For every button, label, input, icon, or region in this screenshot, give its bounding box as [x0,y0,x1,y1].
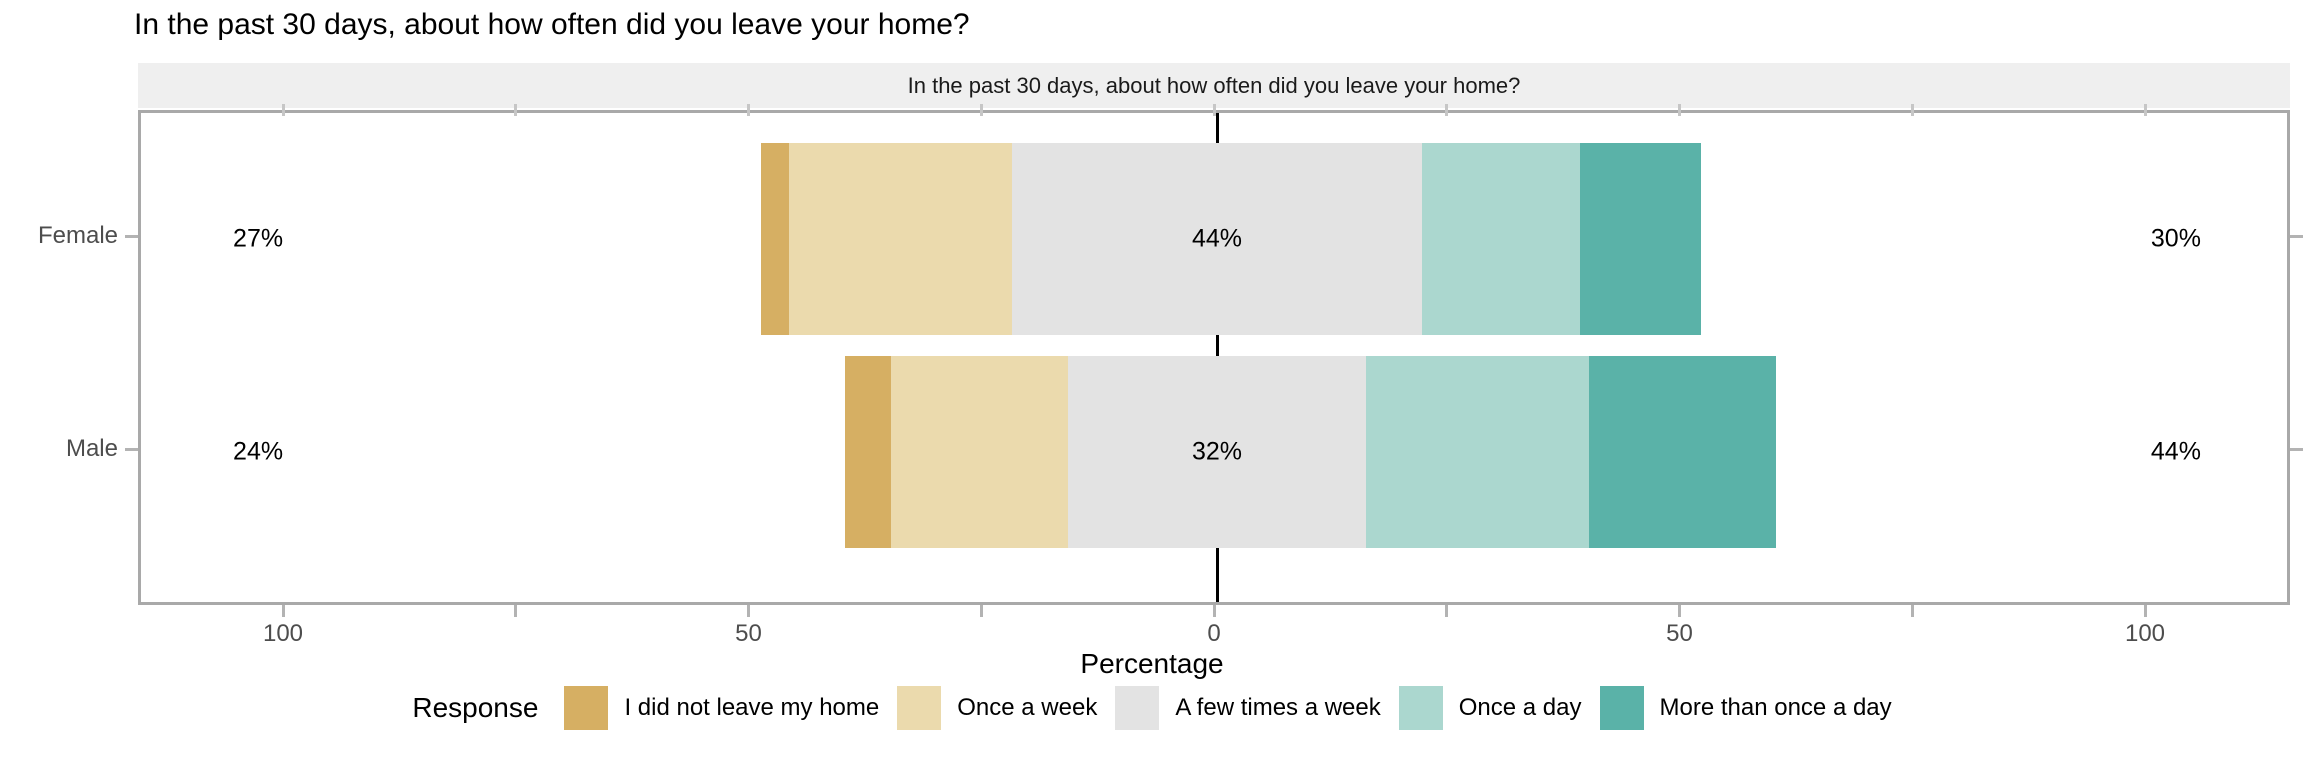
x-axis-tick-bottom [979,605,983,617]
x-axis-tick-top [281,104,285,116]
legend-swatch-a-few-times-a-week [1115,686,1160,730]
legend-swatch-once-a-week [897,686,942,730]
legend-item-i-did-not-leave-my-home: I did not leave my home [564,686,879,730]
segment-a-few-times-a-week [1068,356,1366,548]
legend: Response I did not leave my home Once a w… [0,686,2304,730]
segment-i-did-not-leave-my-home [760,143,789,335]
x-axis-tick-bottom [1910,605,1914,617]
legend-label: More than once a day [1659,694,1892,721]
y-axis-tick-left-female [125,234,138,238]
x-axis-tick-top [1910,104,1914,116]
x-axis-tick-top [514,104,518,116]
legend-item-once-a-week: Once a week [897,686,1097,730]
left-total-label-female: 27% [233,224,284,253]
facet-strip-label: In the past 30 days, about how often did… [907,72,1521,98]
x-axis-tick-label: 50 [1666,620,1693,647]
segment-once-a-day [1421,143,1581,335]
x-axis-tick-top [1678,104,1681,116]
right-total-label-female: 30% [2150,224,2201,253]
x-axis-tick-label: 100 [2124,620,2166,647]
segment-once-a-day [1365,356,1590,548]
legend-item-once-a-day: Once a day [1398,686,1582,730]
x-axis-tick-top [2143,104,2147,116]
y-axis-tick-right-female [2290,234,2303,238]
y-axis-tick-left-male [125,447,138,451]
legend-label: I did not leave my home [624,694,880,721]
x-axis-tick-top [1212,104,1216,116]
legend-item-more-than-once-a-day: More than once a day [1599,686,1892,730]
x-axis-tick-bottom [747,605,750,617]
x-axis-tick-bottom [2143,605,2147,617]
center-label-male: 32% [1191,437,1243,466]
x-axis-tick-bottom [1678,605,1681,617]
segment-i-did-not-leave-my-home [844,356,892,548]
plot-panel: 27% 44% 30% 24% 32% 44% [138,110,2290,605]
x-axis-tick-bottom [1445,605,1449,617]
bar-row-female [760,143,1702,335]
right-total-label-male: 44% [2150,437,2201,466]
x-axis-tick-top [979,104,983,116]
y-axis-label-female: Female [37,222,118,249]
x-axis-tick-top [1445,104,1449,116]
legend-title: Response [412,692,539,723]
x-axis-tick-bottom [1212,605,1216,617]
legend-item-a-few-times-a-week: A few times a week [1115,686,1381,730]
y-axis-label-male: Male [65,435,118,462]
x-axis-title: Percentage [1080,648,1224,679]
legend-label: Once a day [1458,694,1582,721]
plot-panel-inner: 27% 44% 30% 24% 32% 44% [141,113,2287,602]
legend-label: A few times a week [1175,694,1381,721]
segment-once-a-week [788,143,1013,335]
x-axis-tick-label: 100 [262,620,304,647]
center-label-female: 44% [1191,224,1243,253]
x-axis-tick-top [747,104,750,116]
chart-title: In the past 30 days, about how often did… [134,8,970,41]
segment-once-a-week [891,356,1069,548]
x-axis-tick-label: 50 [735,620,762,647]
segment-a-few-times-a-week [1012,143,1422,335]
x-axis-tick-bottom [281,605,285,617]
segment-more-than-once-a-day [1580,143,1702,335]
legend-swatch-more-than-once-a-day [1599,686,1644,730]
bar-row-male [844,356,1776,548]
legend-label: Once a week [957,694,1098,721]
segment-more-than-once-a-day [1589,356,1776,548]
x-axis-tick-bottom [514,605,518,617]
y-axis-tick-right-male [2290,447,2303,451]
x-axis-tick-label: 0 [1207,620,1221,647]
facet-strip: In the past 30 days, about how often did… [138,63,2290,108]
left-total-label-male: 24% [233,437,284,466]
legend-swatch-i-did-not-leave-my-home [564,686,609,730]
legend-swatch-once-a-day [1398,686,1443,730]
